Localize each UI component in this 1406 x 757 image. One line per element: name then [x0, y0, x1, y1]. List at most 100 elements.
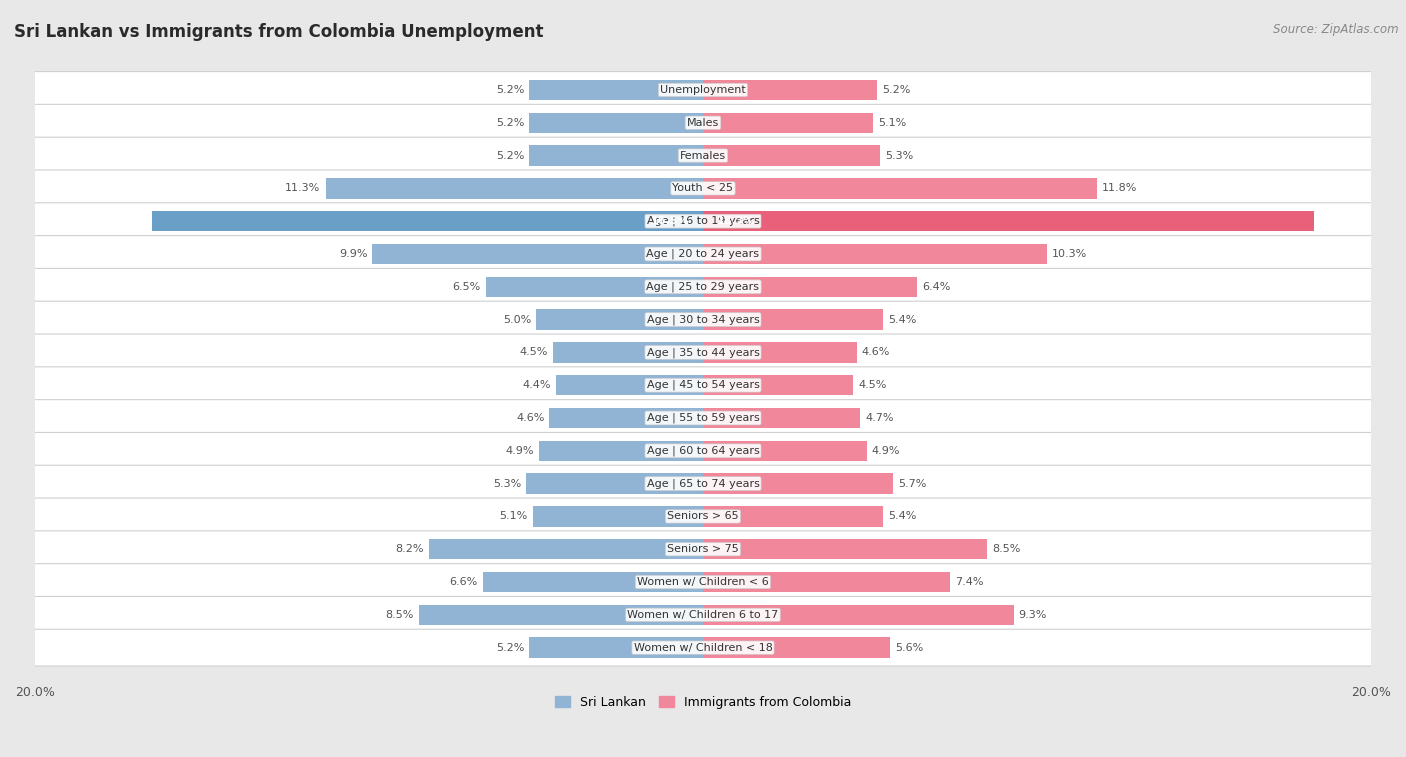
Text: 4.5%: 4.5% [519, 347, 548, 357]
Text: 4.7%: 4.7% [865, 413, 893, 423]
Text: 5.1%: 5.1% [879, 118, 907, 128]
FancyBboxPatch shape [31, 367, 1375, 403]
Text: Age | 25 to 29 years: Age | 25 to 29 years [647, 282, 759, 292]
Bar [703, 79, 877, 100]
FancyBboxPatch shape [31, 466, 1375, 502]
FancyBboxPatch shape [31, 564, 1375, 600]
Bar [703, 441, 866, 461]
FancyBboxPatch shape [31, 432, 1375, 469]
Text: 5.2%: 5.2% [496, 643, 524, 653]
Text: 7.4%: 7.4% [955, 577, 984, 587]
Bar [526, 473, 703, 494]
Bar [482, 572, 703, 592]
Text: Unemployment: Unemployment [661, 85, 745, 95]
Text: 5.4%: 5.4% [889, 512, 917, 522]
Text: 10.3%: 10.3% [1052, 249, 1087, 259]
FancyBboxPatch shape [31, 235, 1375, 273]
Bar [703, 572, 950, 592]
Text: 6.4%: 6.4% [922, 282, 950, 291]
Text: Age | 35 to 44 years: Age | 35 to 44 years [647, 347, 759, 357]
Text: 8.5%: 8.5% [993, 544, 1021, 554]
Bar [419, 605, 703, 625]
Text: 4.6%: 4.6% [516, 413, 544, 423]
Bar [703, 342, 856, 363]
Bar [555, 375, 703, 395]
Text: Age | 55 to 59 years: Age | 55 to 59 years [647, 413, 759, 423]
FancyBboxPatch shape [31, 104, 1375, 141]
FancyBboxPatch shape [31, 203, 1375, 239]
FancyBboxPatch shape [31, 269, 1375, 305]
Bar [703, 178, 1097, 198]
FancyBboxPatch shape [31, 531, 1375, 568]
Text: Age | 16 to 19 years: Age | 16 to 19 years [647, 216, 759, 226]
Bar [533, 506, 703, 527]
Bar [703, 211, 1315, 232]
Bar [540, 441, 703, 461]
Bar [703, 375, 853, 395]
Bar [529, 79, 703, 100]
Bar [550, 408, 703, 428]
FancyBboxPatch shape [31, 137, 1375, 174]
Text: Females: Females [681, 151, 725, 160]
Bar [703, 539, 987, 559]
FancyBboxPatch shape [31, 170, 1375, 207]
Text: 5.4%: 5.4% [889, 315, 917, 325]
Text: Women w/ Children < 18: Women w/ Children < 18 [634, 643, 772, 653]
FancyBboxPatch shape [31, 301, 1375, 338]
Bar [553, 342, 703, 363]
FancyBboxPatch shape [31, 597, 1375, 633]
Text: 11.8%: 11.8% [1102, 183, 1137, 193]
Bar [529, 637, 703, 658]
Text: Source: ZipAtlas.com: Source: ZipAtlas.com [1274, 23, 1399, 36]
Text: 5.6%: 5.6% [896, 643, 924, 653]
Bar [703, 145, 880, 166]
Text: 5.2%: 5.2% [882, 85, 910, 95]
FancyBboxPatch shape [31, 400, 1375, 436]
Text: 5.3%: 5.3% [884, 151, 914, 160]
Bar [703, 276, 917, 297]
Bar [703, 637, 890, 658]
Bar [703, 244, 1047, 264]
Text: 16.5%: 16.5% [651, 217, 689, 226]
Text: 8.5%: 8.5% [385, 610, 413, 620]
Text: Age | 45 to 54 years: Age | 45 to 54 years [647, 380, 759, 391]
Text: 4.9%: 4.9% [506, 446, 534, 456]
FancyBboxPatch shape [31, 334, 1375, 371]
Bar [536, 310, 703, 330]
Text: Sri Lankan vs Immigrants from Colombia Unemployment: Sri Lankan vs Immigrants from Colombia U… [14, 23, 544, 41]
Text: Seniors > 75: Seniors > 75 [666, 544, 740, 554]
Text: 8.2%: 8.2% [395, 544, 425, 554]
Text: Age | 65 to 74 years: Age | 65 to 74 years [647, 478, 759, 489]
Text: 4.9%: 4.9% [872, 446, 900, 456]
Bar [373, 244, 703, 264]
FancyBboxPatch shape [31, 629, 1375, 666]
Bar [703, 408, 860, 428]
Text: Males: Males [688, 118, 718, 128]
Text: 5.1%: 5.1% [499, 512, 527, 522]
Bar [429, 539, 703, 559]
Text: 9.9%: 9.9% [339, 249, 367, 259]
Text: Age | 20 to 24 years: Age | 20 to 24 years [647, 249, 759, 259]
Text: Women w/ Children 6 to 17: Women w/ Children 6 to 17 [627, 610, 779, 620]
Text: 18.3%: 18.3% [717, 217, 755, 226]
Text: 5.7%: 5.7% [898, 478, 927, 488]
Bar [703, 473, 893, 494]
Bar [703, 113, 873, 133]
Text: Age | 30 to 34 years: Age | 30 to 34 years [647, 314, 759, 325]
Bar [326, 178, 703, 198]
Text: Seniors > 65: Seniors > 65 [668, 512, 738, 522]
FancyBboxPatch shape [31, 72, 1375, 108]
Text: 5.0%: 5.0% [503, 315, 531, 325]
Text: Age | 60 to 64 years: Age | 60 to 64 years [647, 446, 759, 456]
Text: 11.3%: 11.3% [285, 183, 321, 193]
Bar [703, 605, 1014, 625]
Text: Women w/ Children < 6: Women w/ Children < 6 [637, 577, 769, 587]
FancyBboxPatch shape [31, 498, 1375, 534]
Bar [529, 145, 703, 166]
Text: 5.2%: 5.2% [496, 118, 524, 128]
Text: 6.6%: 6.6% [450, 577, 478, 587]
Text: 9.3%: 9.3% [1019, 610, 1047, 620]
Bar [703, 506, 883, 527]
Legend: Sri Lankan, Immigrants from Colombia: Sri Lankan, Immigrants from Colombia [550, 691, 856, 714]
Text: 5.3%: 5.3% [492, 478, 522, 488]
